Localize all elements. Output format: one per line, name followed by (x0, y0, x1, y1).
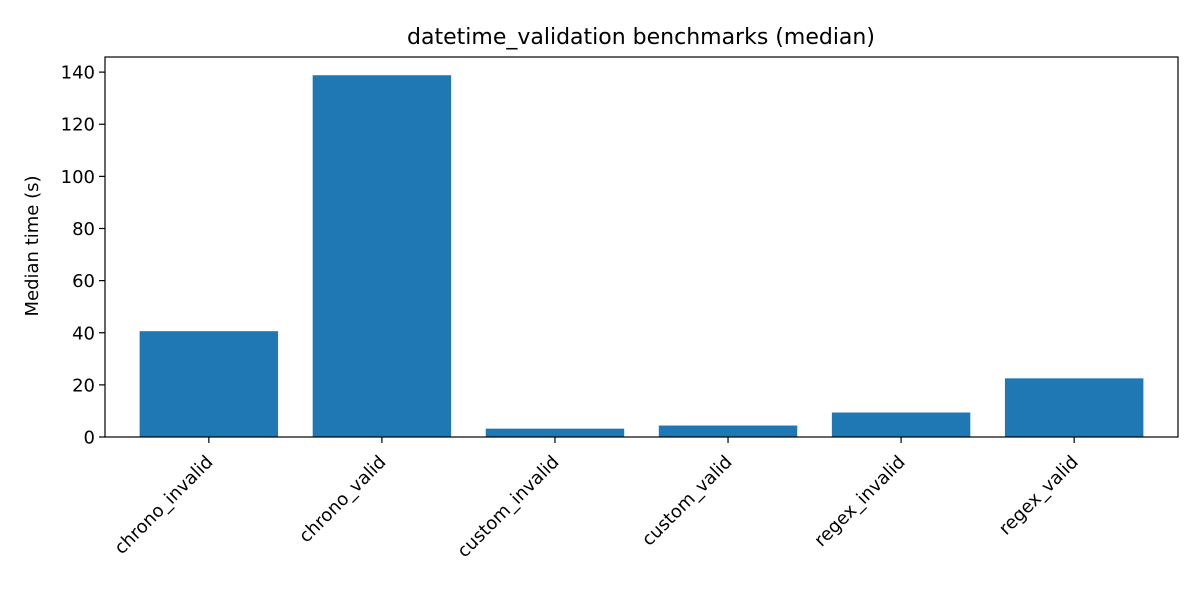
bar-regex-valid (1004, 378, 1144, 437)
y-tick-label: 0 (84, 428, 95, 449)
y-axis-label: Median time (s) (22, 175, 43, 316)
y-tick-label: 100 (61, 167, 95, 188)
bar-custom-invalid (485, 428, 625, 437)
bar-regex-invalid (831, 412, 971, 437)
x-tick-label-chrono-valid: chrono_valid (295, 452, 390, 547)
y-tick-label: 140 (61, 63, 95, 84)
x-tick-label-regex-invalid: regex_invalid (810, 452, 909, 551)
bar-custom-valid (658, 425, 798, 437)
x-tick-label-custom-valid: custom_valid (638, 452, 737, 551)
x-tick-label-custom-invalid: custom_invalid (453, 452, 563, 562)
x-tick-label-regex-valid: regex_valid (995, 452, 1083, 540)
y-tick-label: 120 (61, 115, 95, 136)
chart-title: datetime_validation benchmarks (median) (407, 25, 875, 50)
x-tick-label-chrono-invalid: chrono_invalid (110, 452, 217, 559)
y-tick-label: 80 (72, 219, 95, 240)
bar-chrono-invalid (139, 331, 279, 437)
bar-chrono-valid (312, 75, 452, 438)
y-tick-label: 40 (72, 323, 95, 344)
plot-area: 0 20 40 60 80 100 120 140 chrono_invalid chrono_v… (61, 56, 1179, 562)
plot-frame (104, 56, 1179, 438)
y-tick-label: 20 (72, 375, 95, 396)
y-tick-label: 60 (72, 271, 95, 292)
